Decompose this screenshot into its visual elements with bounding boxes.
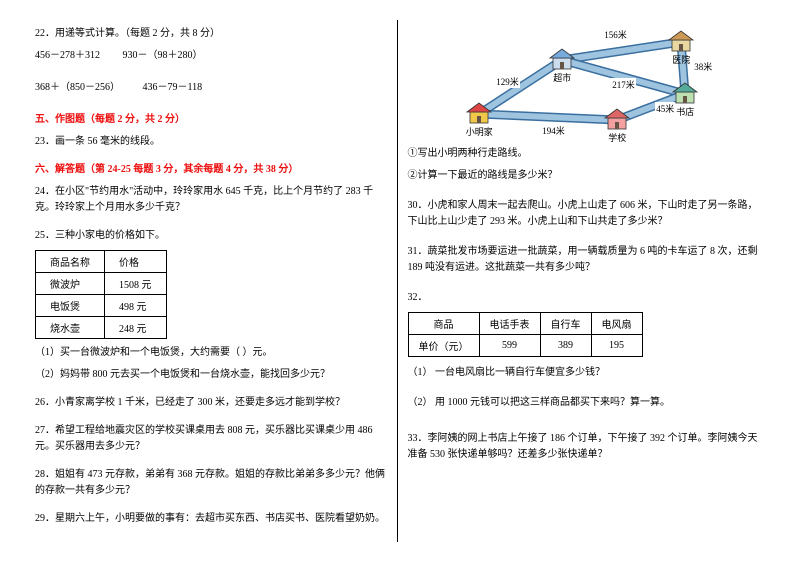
q26: 26．小青家离学校 1 千米，已经走了 300 米，还要走多远才能到学校？: [35, 395, 387, 411]
q22-expr-0: 456－278＋312: [35, 48, 100, 64]
map-node-hospital: 医院: [667, 30, 695, 66]
q33: 33．李阿姨的网上书店上午接了 186 个订单，下午接了 392 个订单。李阿姨…: [408, 431, 760, 463]
map-node-label: 医院: [667, 53, 695, 66]
table-row: 商品 电话手表 自行车 电风扇: [408, 313, 642, 335]
q27: 27．希望工程给地震灾区的学校买课桌用去 808 元，买乐器比买课桌少用 486…: [35, 423, 387, 455]
q22-expr-2: 368＋（850－256）: [35, 80, 120, 96]
column-right: 小明家 超市 医院书店学校 129米 156米 38米 217米 45米 194米 ①写出小明…: [398, 20, 770, 542]
th-name: 商品名称: [36, 251, 105, 273]
q28: 28．姐姐有 473 元存款，弟弟有 368 元存款。姐姐的存款比弟弟多多少元？…: [35, 467, 387, 499]
td: 195: [591, 335, 642, 357]
section5-title: 五、作图题（每题 2 分，共 2 分）: [35, 112, 387, 128]
column-left: 22．用递等式计算。（每题 2 分，共 8 分） 456－278＋312 930…: [25, 20, 398, 542]
page-columns: 22．用递等式计算。（每题 2 分，共 8 分） 456－278＋312 930…: [25, 20, 769, 542]
map-edge-label: 129米: [495, 75, 520, 88]
q29-sub1: ①写出小明两种行走路线。: [408, 146, 760, 162]
q22-row2: 368＋（850－256） 436－79－118: [35, 80, 387, 96]
q23: 23．画一条 56 毫米的线段。: [35, 134, 387, 150]
map-edge-label: 217米: [611, 78, 636, 91]
q22-expr-3: 436－79－118: [143, 80, 203, 96]
td: 电饭煲: [36, 295, 105, 317]
table-row: 微波炉 1508 元: [36, 273, 167, 295]
q22-row1: 456－278＋312 930－（98＋280）: [35, 48, 387, 64]
td: 1508 元: [105, 273, 167, 295]
th-price: 价格: [105, 251, 167, 273]
q25: 25．三种小家电的价格如下。: [35, 228, 387, 244]
map-node-supermkt: 超市: [548, 48, 576, 84]
th: 自行车: [540, 313, 591, 335]
map-node-label: 书店: [671, 105, 699, 118]
q30: 30．小虎和家人周末一起去爬山。小虎上山走了 606 米，下山时走了另一条路，下…: [408, 198, 760, 230]
table-row: 烧水壶 248 元: [36, 317, 167, 339]
table-row: 商品名称 价格: [36, 251, 167, 273]
td: 498 元: [105, 295, 167, 317]
q25-1: （1）买一台微波炉和一个电饭煲，大约需要（ ）元。: [35, 345, 387, 361]
q22-title: 22．用递等式计算。（每题 2 分，共 8 分）: [35, 26, 387, 42]
th: 电话手表: [479, 313, 540, 335]
q29-sub2: ②计算一下最近的路线是多少米？: [408, 168, 760, 184]
q22-expr-1: 930－（98＋280）: [123, 48, 203, 64]
map-node-label: 小明家: [465, 125, 493, 138]
q32: 32．: [408, 290, 760, 306]
td: 389: [540, 335, 591, 357]
td: 微波炉: [36, 273, 105, 295]
map-diagram: 小明家超市医院书店学校 129米156米38米217米45米194米: [453, 20, 713, 140]
q25-2: （2）妈妈带 800 元去买一个电饭煲和一台烧水壶，能找回多少元？: [35, 367, 387, 383]
td: 烧水壶: [36, 317, 105, 339]
map-node-school: 学校: [603, 108, 631, 144]
map-node-bookstore: 书店: [671, 82, 699, 118]
map-node-label: 学校: [603, 131, 631, 144]
map-edge-label: 38米: [693, 60, 713, 73]
map-edge-label: 194米: [541, 124, 566, 137]
td: 248 元: [105, 317, 167, 339]
section6-title: 六、解答题（第 24-25 每题 3 分，其余每题 4 分，共 38 分）: [35, 162, 387, 178]
table-row: 电饭煲 498 元: [36, 295, 167, 317]
map-node-label: 超市: [548, 71, 576, 84]
map-edge-label: 156米: [603, 28, 628, 41]
price-table: 商品名称 价格 微波炉 1508 元 电饭煲 498 元 烧水壶 248 元: [35, 250, 167, 339]
q29: 29．星期六上午，小明要做的事有：去超市买东西、书店买书、医院看望奶奶。: [35, 511, 387, 527]
map-node-home: 小明家: [465, 102, 493, 138]
q32-1: （1） 一台电风扇比一辆自行车便宜多少钱？: [408, 365, 760, 381]
table-row: 单价（元） 599 389 195: [408, 335, 642, 357]
q24: 24．在小区"节约用水"活动中，玲玲家用水 645 千克，比上个月节约了 283…: [35, 184, 387, 216]
th: 商品: [408, 313, 479, 335]
q32-2: （2） 用 1000 元钱可以把这三样商品都买下来吗？算一算。: [408, 395, 760, 411]
th: 电风扇: [591, 313, 642, 335]
price-table-2: 商品 电话手表 自行车 电风扇 单价（元） 599 389 195: [408, 312, 643, 357]
map-edge-label: 45米: [655, 102, 675, 115]
q31: 31．蔬菜批发市场要运进一批蔬菜，用一辆载质量为 6 吨的卡车运了 8 次，还剩…: [408, 244, 760, 276]
td: 单价（元）: [408, 335, 479, 357]
td: 599: [479, 335, 540, 357]
